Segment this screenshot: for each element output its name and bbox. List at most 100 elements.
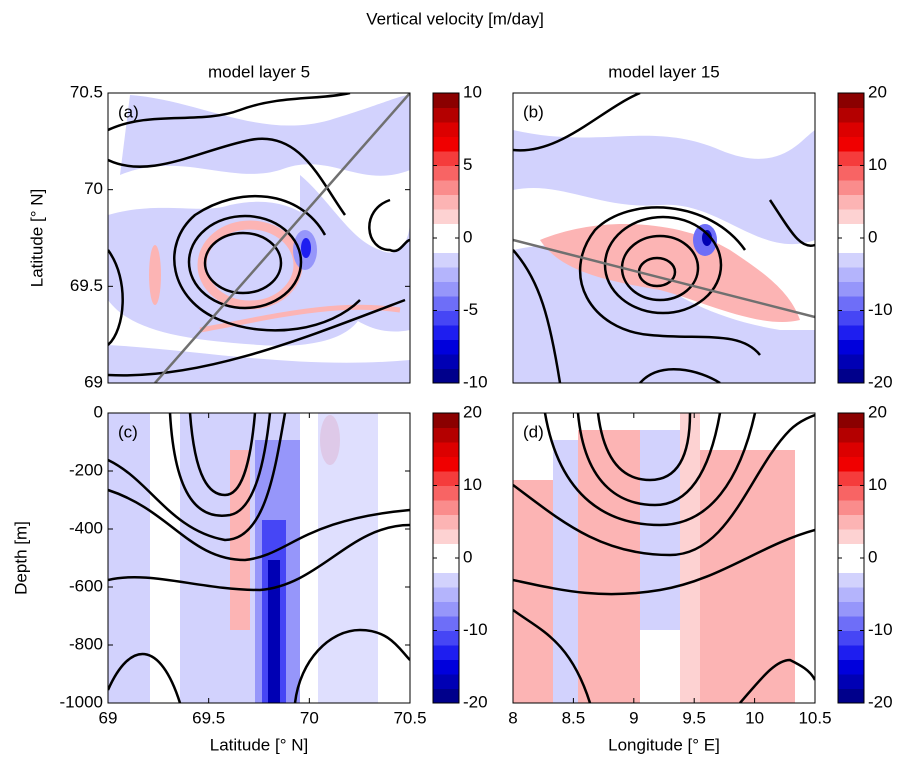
colorbar-band bbox=[838, 674, 864, 689]
colorbar-tick-label: 10 bbox=[868, 155, 887, 174]
colorbar-tick-label: 0 bbox=[463, 227, 472, 246]
y-tick-label: -600 bbox=[69, 576, 103, 595]
colorbar-band bbox=[433, 93, 459, 108]
colorbar-band bbox=[433, 456, 459, 472]
colorbar-band bbox=[433, 471, 459, 486]
plot-frame bbox=[107, 412, 411, 704]
colorbar-band bbox=[433, 601, 459, 617]
y-tick-label: 69 bbox=[84, 372, 103, 391]
colorbar-band bbox=[838, 165, 864, 181]
field-a bbox=[108, 93, 410, 383]
colorbar-band bbox=[838, 209, 864, 224]
x-tick-label: 10.5 bbox=[798, 708, 831, 727]
colorbar-band bbox=[838, 281, 864, 297]
colorbar-band bbox=[838, 500, 864, 515]
x-tick-label: 70.5 bbox=[393, 708, 426, 727]
colorbar-band bbox=[838, 529, 864, 544]
colorbar-band bbox=[433, 645, 459, 660]
colorbar-band bbox=[433, 500, 459, 515]
colorbar-tick-label: 10 bbox=[868, 475, 887, 494]
colorbar-band bbox=[838, 122, 864, 137]
colorbar-tick-label: 5 bbox=[463, 155, 472, 174]
colorbar-band bbox=[838, 238, 864, 253]
field-b bbox=[513, 93, 815, 383]
colorbar-band bbox=[433, 325, 459, 340]
colorbar-tick-label: -10 bbox=[463, 620, 488, 639]
x-tick-label: 69 bbox=[99, 708, 118, 727]
colorbar-band bbox=[433, 136, 459, 152]
colorbar-band bbox=[838, 485, 864, 501]
colorbar-band bbox=[838, 151, 864, 166]
colorbar-band bbox=[433, 688, 459, 704]
colorbar-tick-label: -20 bbox=[868, 372, 893, 391]
colorbar-band bbox=[838, 543, 864, 559]
colorbar-band bbox=[433, 529, 459, 544]
colorbar-band bbox=[838, 601, 864, 617]
colorbar-tick-label: -10 bbox=[868, 300, 893, 319]
colorbar-band bbox=[838, 267, 864, 282]
x-axis-label: Latitude [° N] bbox=[210, 735, 308, 754]
colorbar-tick-label: 0 bbox=[868, 227, 877, 246]
colorbar-band bbox=[433, 310, 459, 326]
colorbar-band bbox=[838, 310, 864, 326]
plot-frame bbox=[512, 92, 816, 384]
colorbar-band bbox=[433, 252, 459, 268]
panel-title: model layer 15 bbox=[608, 62, 720, 81]
field-c bbox=[108, 413, 410, 703]
colorbar-band bbox=[433, 659, 459, 675]
colorbar-band bbox=[838, 296, 864, 311]
colorbar-band bbox=[433, 165, 459, 181]
colorbar-band bbox=[433, 616, 459, 631]
colorbar-band bbox=[433, 674, 459, 689]
colorbar-band bbox=[838, 180, 864, 195]
y-tick-label: -400 bbox=[69, 518, 103, 537]
colorbar-band bbox=[838, 572, 864, 588]
colorbar-tick-label: -10 bbox=[463, 372, 488, 391]
colorbar-band bbox=[433, 267, 459, 282]
field-d bbox=[513, 413, 815, 703]
colorbar-band bbox=[838, 659, 864, 675]
colorbar-band bbox=[838, 587, 864, 602]
colorbar-band bbox=[433, 413, 459, 428]
colorbar-band bbox=[433, 151, 459, 166]
colorbar-band bbox=[433, 572, 459, 588]
colorbar-band bbox=[838, 252, 864, 268]
colorbar-tick-label: 10 bbox=[463, 82, 482, 101]
colorbar-band bbox=[838, 630, 864, 646]
colorbar-tick-label: 20 bbox=[868, 82, 887, 101]
colorbar-band bbox=[838, 93, 864, 108]
colorbar-band bbox=[433, 281, 459, 297]
x-tick-label: 69.5 bbox=[192, 708, 225, 727]
colorbar-band bbox=[433, 485, 459, 501]
plot-frame bbox=[512, 412, 816, 704]
colorbar-band bbox=[838, 558, 864, 573]
y-tick-label: -200 bbox=[69, 460, 103, 479]
colorbar-band bbox=[838, 514, 864, 530]
colorbar-band bbox=[433, 238, 459, 253]
x-tick-label: 8 bbox=[508, 708, 517, 727]
colorbar-band bbox=[433, 427, 459, 443]
colorbar-tick-label: 0 bbox=[868, 547, 877, 566]
colorbar-band bbox=[433, 180, 459, 195]
panel-label: (c) bbox=[118, 422, 138, 441]
colorbar-band bbox=[838, 194, 864, 210]
colorbar-band bbox=[433, 122, 459, 137]
x-axis-label: Longitude [° E] bbox=[608, 735, 720, 754]
y-tick-label: 0 bbox=[94, 402, 103, 421]
colorbar-band bbox=[838, 339, 864, 355]
colorbar-band bbox=[433, 296, 459, 311]
y-axis-label: Depth [m] bbox=[11, 521, 30, 595]
panel-title: model layer 5 bbox=[208, 62, 310, 81]
colorbar-band bbox=[838, 368, 864, 384]
y-axis-label: Latitude [° N] bbox=[27, 189, 46, 287]
plot-frame bbox=[107, 92, 411, 384]
colorbar-band bbox=[838, 688, 864, 704]
y-tick-label: 69.5 bbox=[70, 276, 103, 295]
colorbar-band bbox=[838, 325, 864, 340]
panel-label: (d) bbox=[523, 422, 544, 441]
colorbar-band bbox=[433, 368, 459, 384]
colorbar-band bbox=[838, 471, 864, 486]
x-tick-label: 10 bbox=[745, 708, 764, 727]
y-tick-label: 70.5 bbox=[70, 82, 103, 101]
